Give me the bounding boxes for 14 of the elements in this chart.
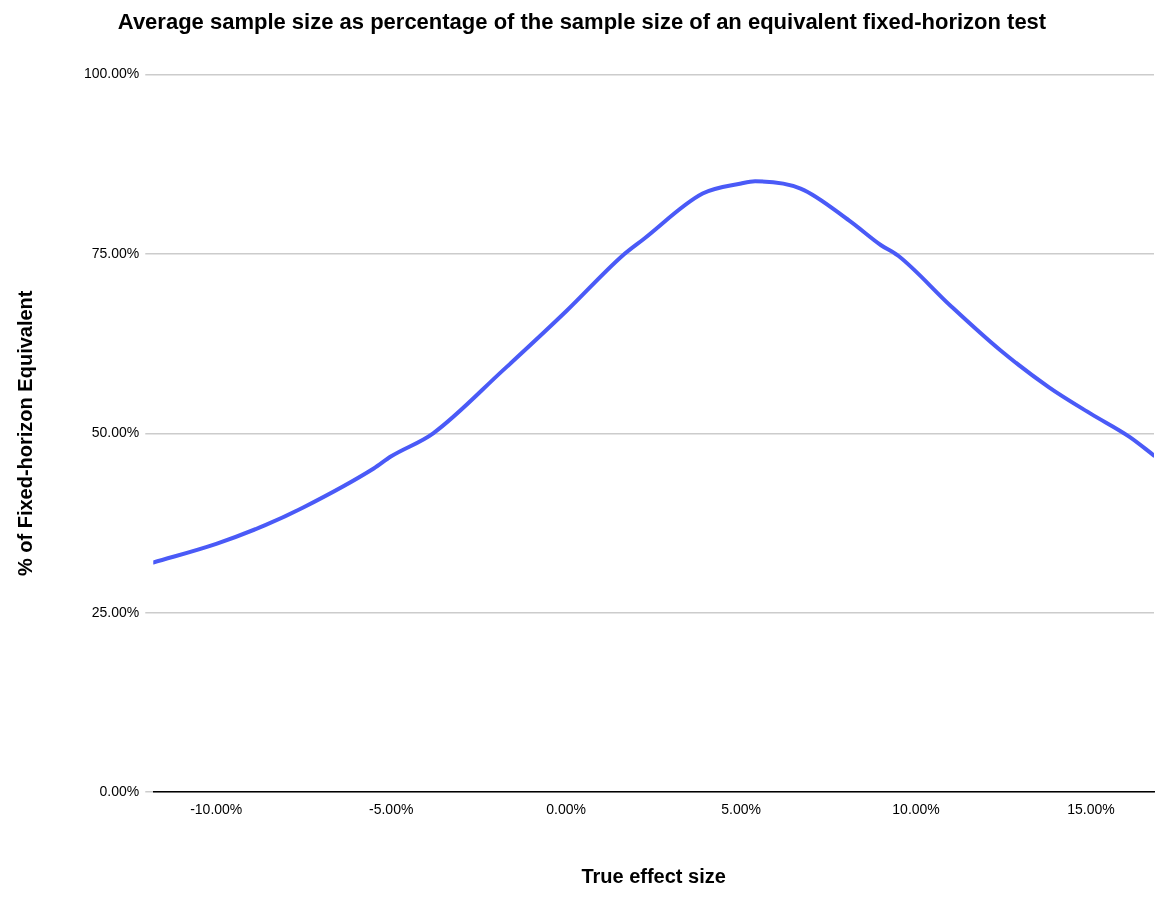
y-tick-label: 50.00% [91,424,140,441]
x-tick-label: -10.00% [190,801,243,818]
y-tick-label: 0.00% [99,783,140,800]
y-tick-label: 75.00% [91,244,140,261]
y-tick-label: 100.00% [83,65,140,82]
y-axis-title: % of Fixed-horizon Equivalent [13,290,36,577]
x-tick-label: 5.00% [721,801,761,818]
x-tick-label: 0.00% [546,801,587,818]
chart-title: Average sample size as percentage of the sample size of an equivalent fixed-horizon test [117,9,1047,35]
x-tick-label: 15.00% [1067,801,1115,818]
x-tick-label: -5.00% [369,801,414,818]
x-axis-title: True effect size [581,864,726,887]
y-tick-label: 25.00% [91,603,140,620]
x-tick-label: 10.00% [892,801,940,818]
